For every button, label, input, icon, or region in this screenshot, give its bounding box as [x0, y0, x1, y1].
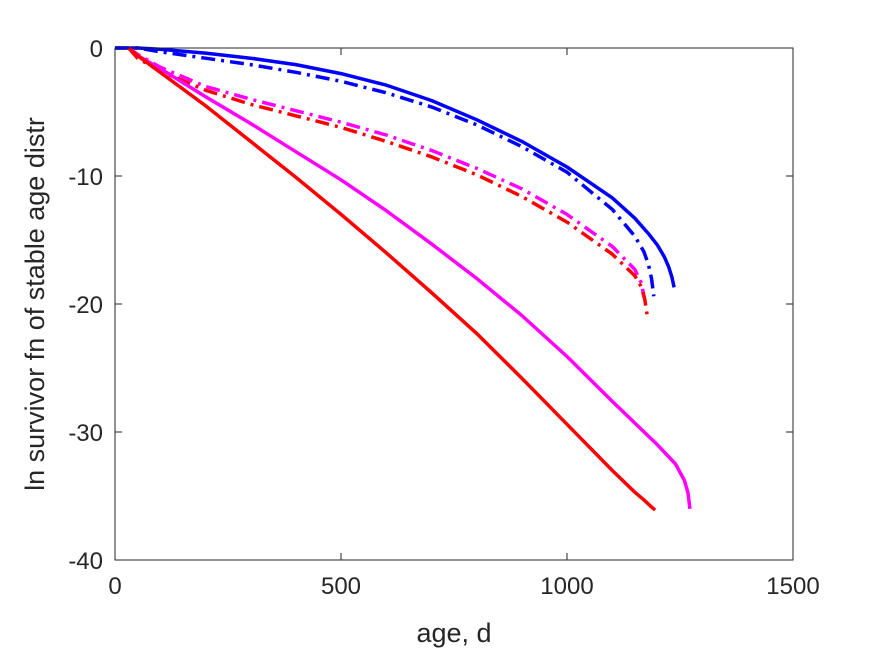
series-line-1: [115, 46, 676, 288]
y-tick-label: -30: [68, 420, 103, 447]
y-tick-label: 0: [90, 36, 103, 63]
series-line-3: [127, 46, 646, 297]
x-tick-label: 1500: [766, 573, 819, 600]
x-tick-label: 1000: [540, 573, 593, 600]
x-tick-label: 0: [108, 573, 121, 600]
series-line-4: [127, 46, 649, 315]
y-tick-label: -10: [68, 164, 103, 191]
y-axis-label: ln survivor fn of stable age distr: [20, 117, 50, 491]
y-tick-label: -20: [68, 292, 103, 319]
series-layer: [115, 46, 692, 512]
x-tick-label: 500: [321, 573, 361, 600]
x-axis-label: age, d: [416, 618, 491, 648]
tick-layer: 0 500 1000 1500 -40 -30 -20 -10 0: [68, 36, 819, 600]
series-line-2: [115, 46, 656, 297]
series-line-6: [127, 46, 657, 512]
series-line-5: [127, 46, 692, 510]
y-tick-label: -40: [68, 548, 103, 575]
plot-background: [115, 48, 793, 560]
